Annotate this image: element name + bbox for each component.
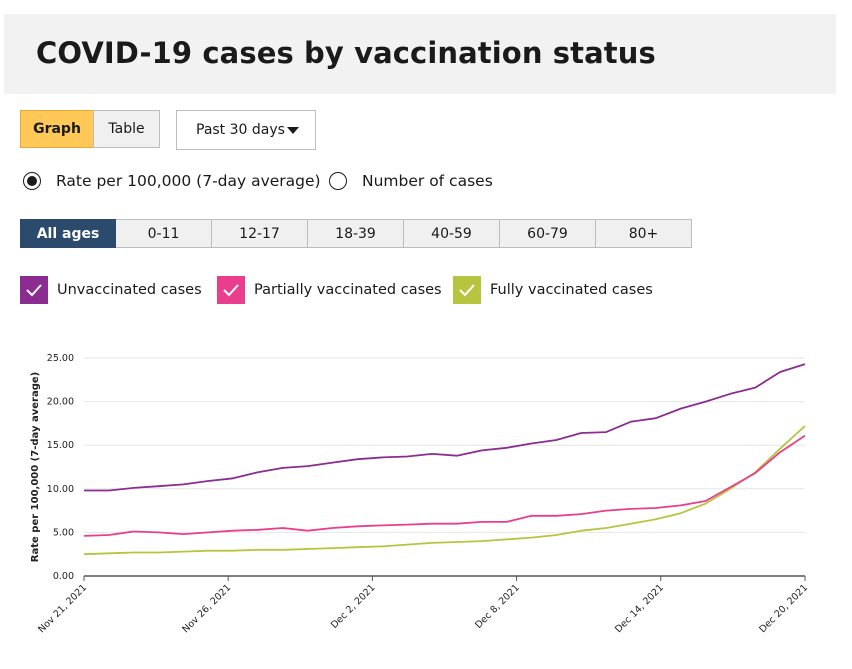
age-tab-0-11[interactable]: 0-11 [116, 219, 212, 248]
y-axis-label: Rate per 100,000 (7-day average) [30, 372, 41, 562]
period-dropdown[interactable]: Past 30 days [176, 110, 316, 150]
y-tick-label: 5.00 [53, 527, 74, 538]
age-tab-12-17[interactable]: 12-17 [212, 219, 308, 248]
x-tick-label: Nov 26, 2021 [180, 582, 233, 635]
line-chart: 0.00 5.00 10.00 15.00 20.00 25.00 Rate per 100… [30, 353, 810, 635]
legend-fully-vaccinated[interactable]: Fully vaccinated cases [453, 276, 653, 304]
x-tick-label: Nov 21, 2021 [36, 582, 89, 635]
page-title: COVID-19 cases by vaccination status [36, 36, 656, 70]
legend-label: Fully vaccinated cases [490, 282, 653, 298]
age-tab-80-plus[interactable]: 80+ [596, 219, 692, 248]
series-line-unvaccinated-cases [84, 363, 806, 492]
radio-checked-icon [23, 172, 41, 190]
legend-partially-vaccinated[interactable]: Partially vaccinated cases [217, 276, 442, 304]
y-tick-label: 10.00 [47, 484, 74, 495]
checkbox-checked-icon [453, 276, 481, 304]
radio-unchecked-icon [329, 172, 347, 190]
age-tab-all[interactable]: All ages [20, 219, 116, 248]
age-tab-40-59[interactable]: 40-59 [404, 219, 500, 248]
checkbox-checked-icon [20, 276, 48, 304]
x-tick-label: Dec 20, 2021 [757, 582, 810, 635]
radio-count-label: Number of cases [362, 172, 493, 190]
x-tick-label: Dec 2, 2021 [329, 582, 378, 631]
graph-button[interactable]: Graph [20, 110, 94, 148]
radio-count[interactable]: Number of cases [329, 172, 493, 190]
series-line-partially-vaccinated-cases [83, 434, 806, 537]
age-group-tabs: All ages 0-11 12-17 18-39 40-59 60-79 80… [20, 219, 692, 248]
y-tick-label: 25.00 [47, 353, 74, 364]
radio-rate[interactable]: Rate per 100,000 (7-day average) [23, 172, 321, 190]
title-bar: COVID-19 cases by vaccination status [4, 14, 836, 94]
legend-label: Unvaccinated cases [57, 282, 202, 298]
legend-unvaccinated[interactable]: Unvaccinated cases [20, 276, 202, 304]
age-tab-18-39[interactable]: 18-39 [308, 219, 404, 248]
radio-rate-label: Rate per 100,000 (7-day average) [56, 172, 321, 190]
table-button[interactable]: Table [93, 110, 160, 148]
period-dropdown-label: Past 30 days [196, 122, 285, 138]
age-tab-60-79[interactable]: 60-79 [500, 219, 596, 248]
y-tick-label: 15.00 [47, 440, 74, 451]
y-tick-label: 0.00 [53, 571, 74, 582]
y-tick-label: 20.00 [47, 397, 74, 408]
legend-label: Partially vaccinated cases [254, 282, 442, 298]
x-tick-label: Dec 14, 2021 [613, 582, 666, 635]
x-tick-label: Dec 8, 2021 [473, 582, 522, 631]
checkbox-checked-icon [217, 276, 245, 304]
caret-down-icon [287, 127, 299, 134]
series-line-fully-vaccinated-cases [83, 425, 806, 556]
